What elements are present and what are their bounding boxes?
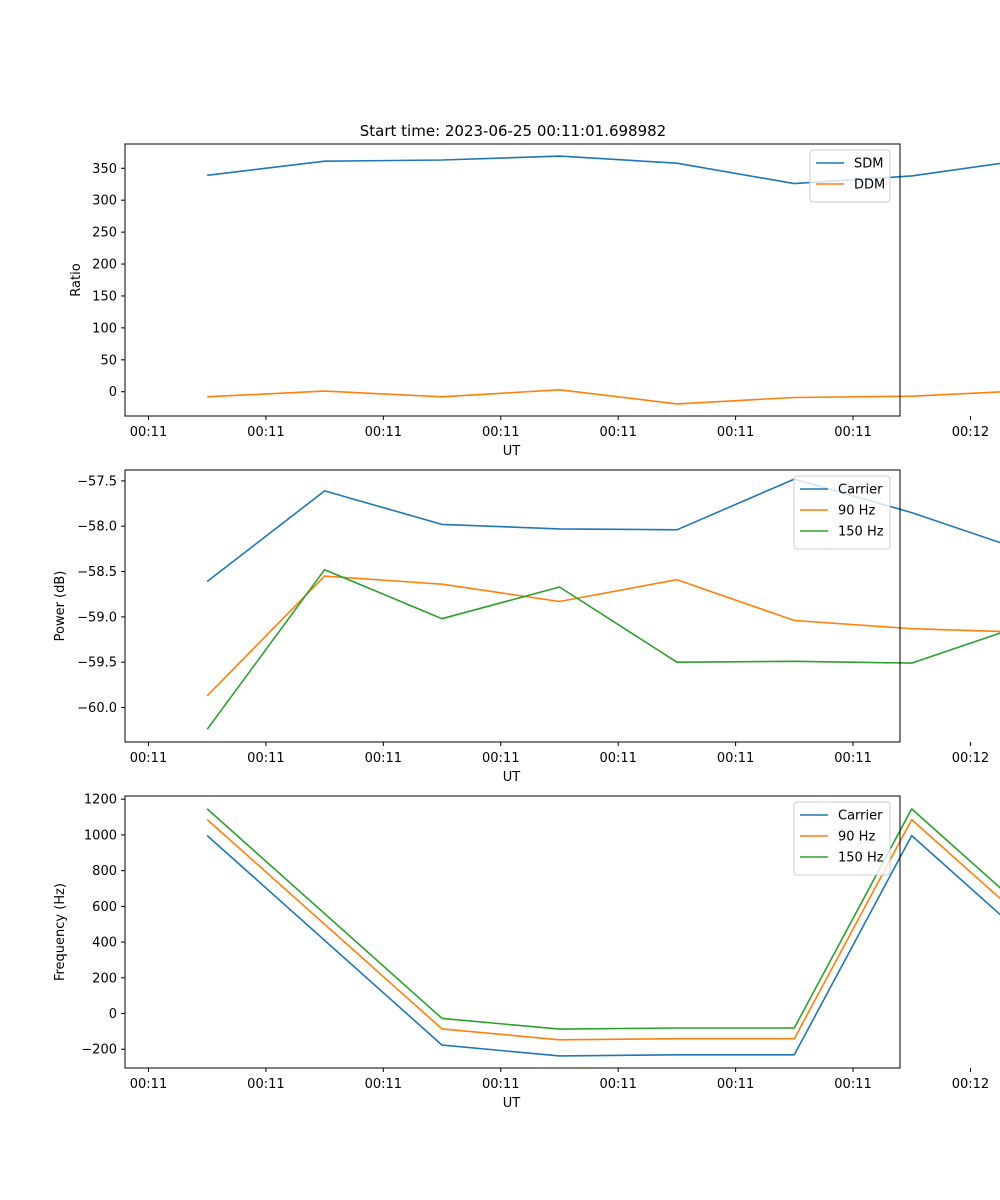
- frequency-legend-label-90-hz: 90 Hz: [838, 830, 875, 845]
- frequency-series-line-carrier: [206, 834, 1000, 1057]
- frequency-x-tick-label: 00:11: [247, 1077, 284, 1092]
- frequency-y-tick-label: −200: [81, 1043, 117, 1058]
- power-y-axis-label: Power (dB): [53, 571, 68, 642]
- ratio-y-tick-label: 150: [92, 289, 117, 304]
- power-legend: Carrier 90 Hz 150 Hz: [793, 475, 891, 550]
- frequency-series-line-90-hz: [206, 818, 1000, 1041]
- power-y-tick-label: −59.5: [77, 656, 117, 671]
- ratio-subplot: 0 50 100 150 200 250 300 350 00:11 00:11 00:11 00:1…: [69, 143, 1000, 459]
- frequency-axes-frame: [124, 795, 901, 1069]
- figure-title: Start time: 2023-06-25 00:11:01.698982: [360, 122, 666, 140]
- power-legend-label-150-hz: 150 Hz: [838, 525, 884, 540]
- power-x-tick-label: 00:11: [717, 751, 754, 766]
- frequency-y-tick-label: 0: [109, 1007, 117, 1022]
- frequency-y-tick-label: 1000: [84, 828, 117, 843]
- frequency-y-tick-label: 200: [92, 971, 117, 986]
- frequency-x-tick-label: 00:12: [952, 1077, 989, 1092]
- ratio-series-line-sdm: [207, 155, 1000, 185]
- power-x-tick-label: 00:11: [130, 751, 167, 766]
- frequency-y-tick-label: 1200: [84, 793, 117, 808]
- ratio-y-tick-label: 50: [100, 353, 117, 368]
- power-series-line-150-hz: [206, 568, 1000, 730]
- frequency-x-tick-label: 00:11: [717, 1077, 754, 1092]
- power-y-tick-label: −58.5: [77, 565, 117, 580]
- frequency-legend: Carrier 90 Hz 150 Hz: [793, 801, 891, 876]
- power-axes-frame: [124, 469, 901, 743]
- power-series-line-carrier: [206, 478, 1000, 583]
- ratio-y-tick-label: 0: [109, 385, 117, 400]
- power-y-tick-label: −60.0: [77, 701, 117, 716]
- ratio-x-tick-label: 00:11: [365, 425, 402, 440]
- frequency-y-tick-label: 600: [92, 900, 117, 915]
- ratio-y-tick-label: 300: [92, 194, 117, 209]
- frequency-legend-label-carrier: Carrier: [838, 809, 883, 824]
- frequency-x-tick-label: 00:11: [130, 1077, 167, 1092]
- power-subplot: −60.0 −59.5 −59.0 −58.5 −58.0 −57.5 00:11 00:11…: [53, 469, 1000, 785]
- ratio-legend-label-sdm: SDM: [854, 157, 883, 172]
- power-y-tick-label: −57.5: [77, 474, 117, 489]
- frequency-x-axis-label: UT: [503, 1096, 521, 1111]
- frequency-series-line-150-hz: [206, 808, 1000, 1030]
- power-x-tick-label: 00:12: [952, 751, 989, 766]
- frequency-x-tick-label: 00:11: [365, 1077, 402, 1092]
- power-x-tick-label: 00:11: [834, 751, 871, 766]
- power-legend-label-90-hz: 90 Hz: [838, 504, 875, 519]
- ratio-y-tick-label: 350: [92, 162, 117, 177]
- ratio-x-tick-label: 00:11: [717, 425, 754, 440]
- frequency-x-tick-label: 00:11: [482, 1077, 519, 1092]
- ratio-x-tick-label: 00:11: [130, 425, 167, 440]
- frequency-legend-label-150-hz: 150 Hz: [838, 851, 884, 866]
- power-y-tick-label: −58.0: [77, 520, 117, 535]
- ratio-x-tick-label: 00:11: [834, 425, 871, 440]
- ratio-x-tick-label: 00:11: [599, 425, 636, 440]
- ratio-x-axis-label: UT: [503, 444, 521, 459]
- ratio-x-tick-label: 00:11: [482, 425, 519, 440]
- frequency-x-tick-label: 00:11: [599, 1077, 636, 1092]
- ratio-series-line-ddm: [207, 388, 1000, 405]
- ratio-axes-frame: [124, 143, 901, 417]
- frequency-y-tick-label: 400: [92, 936, 117, 951]
- ratio-x-tick-label: 00:12: [952, 425, 989, 440]
- power-x-tick-label: 00:11: [599, 751, 636, 766]
- frequency-subplot: −200 0 200 400 600 800 1000 1200 00:11 00:11 00:11…: [53, 793, 1000, 1111]
- ratio-y-tick-label: 200: [92, 258, 117, 273]
- frequency-y-tick-label: 800: [92, 864, 117, 879]
- power-x-tick-label: 00:11: [365, 751, 402, 766]
- power-x-tick-label: 00:11: [247, 751, 284, 766]
- power-x-axis-label: UT: [503, 770, 521, 785]
- ratio-y-axis-label: Ratio: [69, 263, 84, 296]
- ratio-legend: SDM DDM: [809, 149, 891, 203]
- frequency-y-axis-label: Frequency (Hz): [53, 883, 68, 981]
- power-legend-label-carrier: Carrier: [838, 483, 883, 498]
- power-x-tick-label: 00:11: [482, 751, 519, 766]
- ratio-y-tick-label: 100: [92, 321, 117, 336]
- frequency-x-tick-label: 00:11: [834, 1077, 871, 1092]
- ratio-legend-label-ddm: DDM: [854, 178, 885, 193]
- power-y-tick-label: −59.0: [77, 610, 117, 625]
- ratio-y-tick-label: 250: [92, 226, 117, 241]
- ratio-x-tick-label: 00:11: [247, 425, 284, 440]
